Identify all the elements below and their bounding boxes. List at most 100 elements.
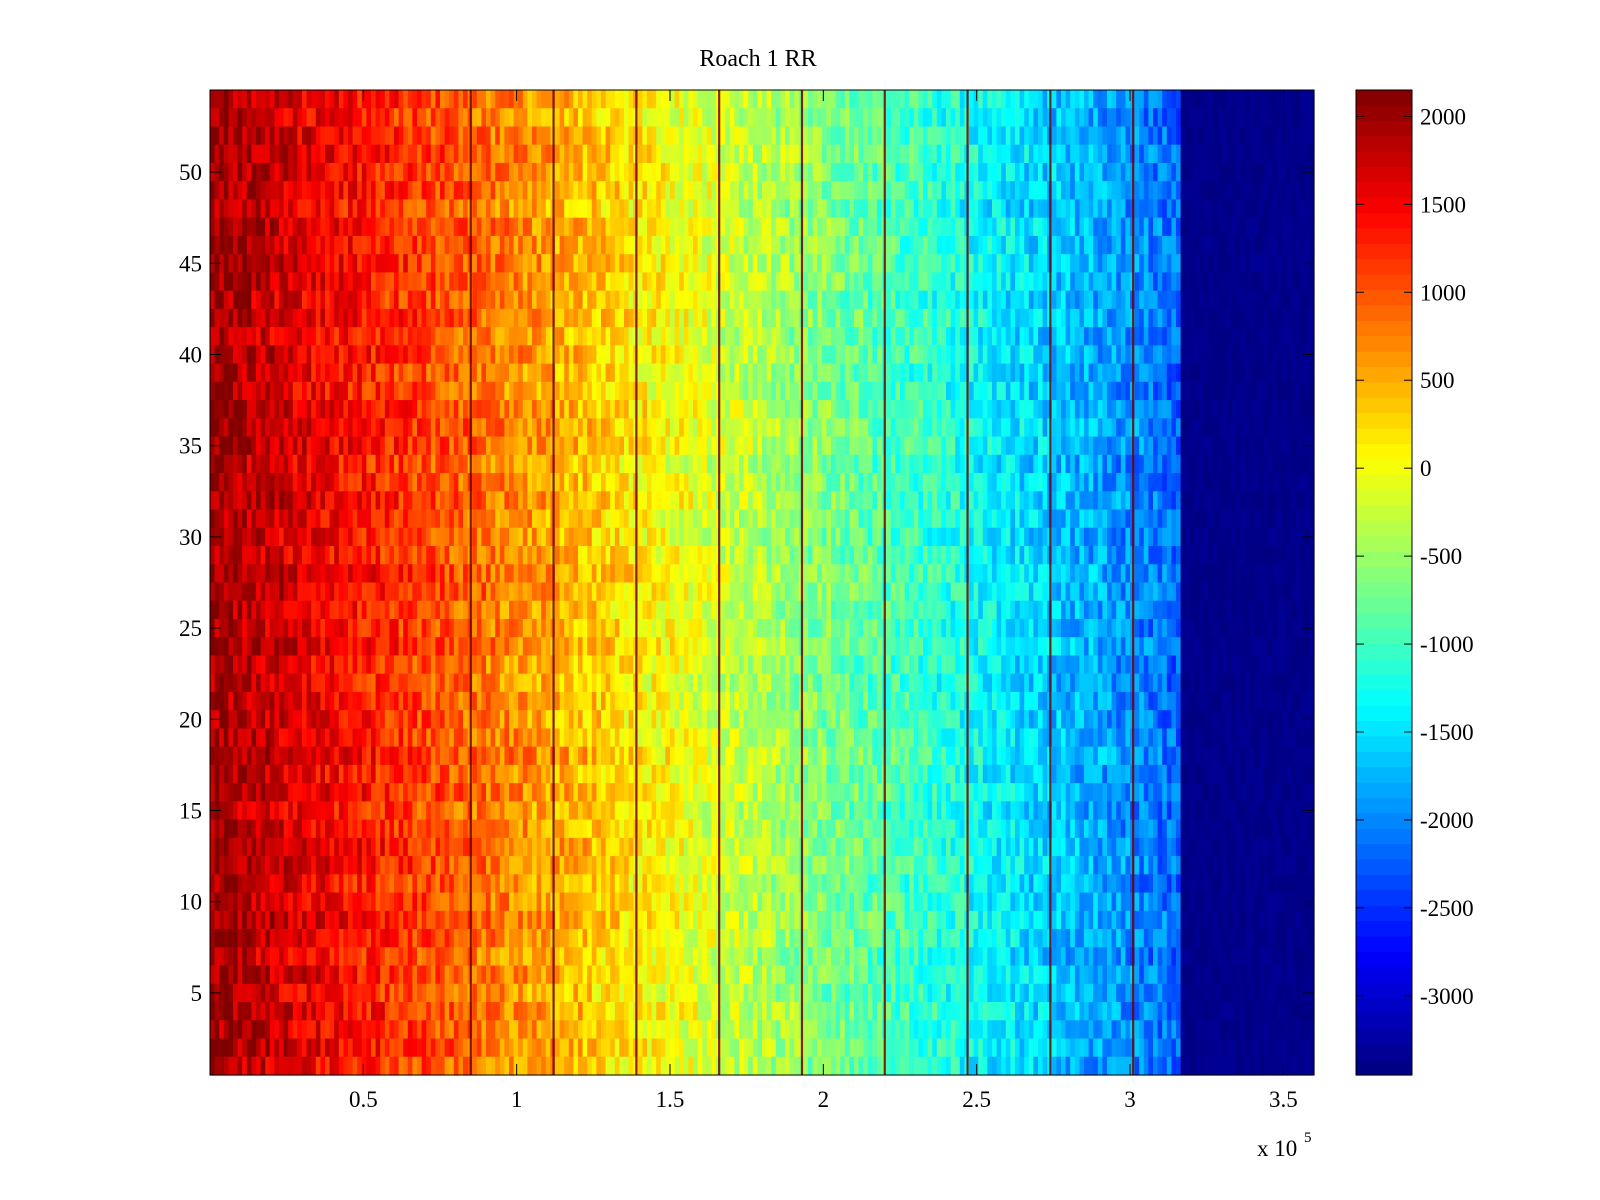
heatmap-cell	[1042, 345, 1048, 365]
heatmap-cell	[821, 235, 827, 255]
heatmap-cell	[1258, 418, 1264, 438]
heatmap-cell	[702, 327, 708, 346]
heatmap-cell	[817, 181, 823, 201]
heatmap-cell	[541, 199, 547, 219]
heatmap-cell	[863, 199, 869, 219]
heatmap-cell	[665, 308, 671, 328]
heatmap-cell	[315, 454, 321, 474]
heatmap-cell	[555, 418, 561, 438]
heatmap-cell	[1258, 144, 1264, 164]
heatmap-cell	[711, 162, 717, 182]
heatmap-cell	[1139, 363, 1145, 383]
heatmap-cell	[242, 454, 248, 474]
heatmap-cell	[637, 400, 643, 419]
heatmap-cell	[1028, 126, 1034, 146]
heatmap-cell	[348, 217, 354, 237]
heatmap-cell	[1263, 381, 1269, 401]
heatmap-cell	[720, 308, 726, 328]
heatmap-cell	[1093, 217, 1099, 237]
heatmap-cell	[269, 381, 275, 401]
heatmap-cell	[1208, 436, 1214, 456]
heatmap-cell	[486, 363, 492, 383]
heatmap-cell	[1268, 254, 1274, 274]
heatmap-cell	[927, 345, 933, 365]
heatmap-cell	[1217, 363, 1223, 383]
heatmap-cell	[1268, 345, 1274, 365]
heatmap-cell	[890, 400, 896, 419]
heatmap-cell	[283, 327, 289, 346]
heatmap-cell	[936, 144, 942, 164]
heatmap-cell	[789, 144, 795, 164]
heatmap-cell	[1245, 217, 1251, 237]
heatmap-cell	[909, 400, 915, 419]
heatmap-cell	[311, 381, 317, 401]
heatmap-cell	[1074, 290, 1080, 310]
heatmap-cell	[283, 381, 289, 401]
heatmap-cell	[1024, 327, 1030, 346]
heatmap-cell	[568, 126, 574, 146]
heatmap-cell	[1120, 162, 1126, 182]
heatmap-cell	[463, 90, 469, 109]
heatmap-cell	[711, 381, 717, 401]
heatmap-cell	[1107, 381, 1113, 401]
heatmap-cell	[292, 400, 298, 419]
heatmap-cell	[568, 400, 574, 419]
heatmap-cell	[1300, 90, 1306, 109]
heatmap-cell	[1217, 327, 1223, 346]
heatmap-cell	[886, 454, 892, 474]
heatmap-cell	[279, 254, 285, 274]
heatmap-cell	[1148, 308, 1154, 328]
heatmap-cell	[1166, 381, 1172, 401]
heatmap-cell	[752, 400, 758, 419]
heatmap-cell	[771, 254, 777, 274]
heatmap-cell	[642, 308, 648, 328]
heatmap-cell	[352, 108, 358, 128]
heatmap-cell	[725, 327, 731, 346]
heatmap-cell	[1258, 327, 1264, 346]
heatmap-cell	[955, 454, 961, 474]
heatmap-cell	[1010, 381, 1016, 401]
heatmap-cell	[693, 345, 699, 365]
heatmap-cell	[555, 363, 561, 383]
heatmap-cell	[817, 363, 823, 383]
heatmap-cell	[895, 308, 901, 328]
heatmap-cell	[895, 272, 901, 292]
heatmap-cell	[679, 418, 685, 438]
heatmap-cell	[946, 272, 952, 292]
heatmap-cell	[688, 199, 694, 219]
heatmap-cell	[913, 217, 919, 237]
heatmap-cell	[1189, 217, 1195, 237]
heatmap-cell	[1203, 363, 1209, 383]
heatmap-cell	[973, 162, 979, 182]
heatmap-cell	[867, 162, 873, 182]
heatmap-cell	[950, 108, 956, 128]
heatmap-cell	[904, 108, 910, 128]
heatmap-cell	[1153, 381, 1159, 401]
heatmap-cell	[1180, 345, 1186, 365]
heatmap-cell	[380, 381, 386, 401]
heatmap-cell	[808, 144, 814, 164]
heatmap-cell	[789, 327, 795, 346]
heatmap-cell	[1212, 345, 1218, 365]
heatmap-cell	[509, 181, 515, 201]
heatmap-cell	[371, 436, 377, 456]
heatmap-cell	[849, 363, 855, 383]
heatmap-cell	[573, 381, 579, 401]
heatmap-cell	[1208, 199, 1214, 219]
heatmap-cell	[743, 400, 749, 419]
heatmap-cell	[844, 400, 850, 419]
heatmap-cell	[927, 235, 933, 255]
heatmap-cell	[872, 400, 878, 419]
heatmap-cell	[518, 217, 524, 237]
heatmap-cell	[357, 162, 363, 182]
heatmap-cell	[1056, 217, 1062, 237]
heatmap-cell	[996, 290, 1002, 310]
heatmap-cell	[1263, 254, 1269, 274]
heatmap-cell	[978, 162, 984, 182]
heatmap-cell	[1074, 144, 1080, 164]
heatmap-cell	[1139, 90, 1145, 109]
heatmap-cell	[927, 162, 933, 182]
heatmap-cell	[1226, 254, 1232, 274]
heatmap-cell	[904, 254, 910, 274]
heatmap-cell	[233, 436, 239, 456]
